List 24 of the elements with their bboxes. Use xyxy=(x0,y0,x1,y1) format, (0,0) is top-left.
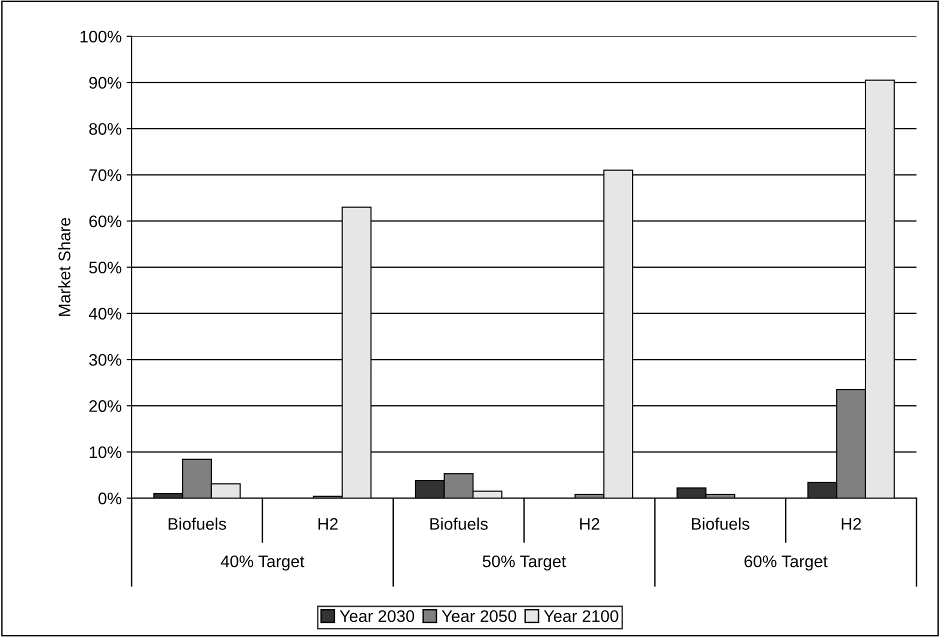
y-tick-label: 80% xyxy=(89,123,122,135)
text: 60% Target xyxy=(744,555,828,571)
y-tick-label: 100% xyxy=(80,30,122,43)
x-tick-label: Biofuels xyxy=(692,518,750,530)
text: 50% Target xyxy=(482,555,566,571)
x-tick-label: H2 xyxy=(842,518,861,530)
y-tick-label: 60% xyxy=(89,215,122,228)
legend-label: Year 2100 xyxy=(544,610,618,622)
y-tick-label: 0% xyxy=(98,492,122,504)
y-tick-label: 30% xyxy=(89,354,122,366)
legend-label: Year 2050 xyxy=(442,610,516,622)
x-tick-label: Biofuels xyxy=(430,518,488,530)
y-tick-label: 70% xyxy=(89,169,122,182)
y-tick-label: 10% xyxy=(90,446,122,458)
text: 40% Target xyxy=(220,555,304,571)
y-tick-label: 20% xyxy=(89,400,122,412)
legend-label: Year 2030 xyxy=(340,610,414,622)
y-tick-label: 50% xyxy=(89,262,122,274)
x-tick-label: Biofuels xyxy=(168,518,226,530)
x-tick-label: H2 xyxy=(318,518,338,530)
y-tick-label: 90% xyxy=(89,76,122,89)
x-tick-label: H2 xyxy=(580,518,600,530)
y-tick-label: 40% xyxy=(88,308,122,320)
y-axis-title: Market Share xyxy=(58,218,70,316)
